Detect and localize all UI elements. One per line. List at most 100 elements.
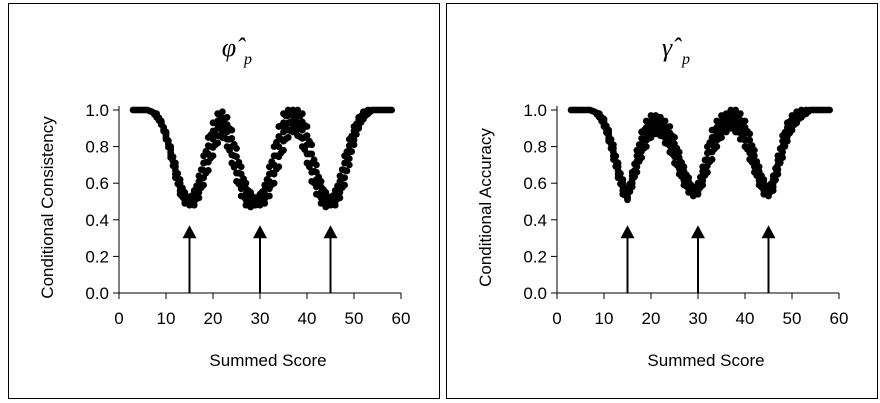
data-point bbox=[270, 179, 278, 187]
data-point bbox=[617, 170, 624, 177]
x-tick-label: 60 bbox=[830, 309, 849, 328]
data-point bbox=[746, 130, 754, 138]
data-point bbox=[223, 113, 231, 121]
x-tick-label: 30 bbox=[251, 309, 270, 328]
data-point bbox=[605, 126, 613, 134]
x-tick-label: 40 bbox=[298, 309, 317, 328]
y-tick-label: 0.4 bbox=[523, 211, 547, 230]
data-point bbox=[661, 117, 669, 125]
data-point bbox=[280, 146, 287, 154]
data-point bbox=[219, 108, 226, 116]
data-point bbox=[308, 150, 316, 158]
data-point bbox=[174, 170, 182, 177]
data-point bbox=[209, 135, 217, 143]
data-point bbox=[675, 148, 683, 156]
data-point bbox=[233, 145, 240, 152]
data-point bbox=[685, 174, 692, 182]
data-point bbox=[633, 168, 641, 176]
x-axis-label: Summed Score bbox=[209, 351, 326, 370]
data-point bbox=[753, 158, 761, 165]
chart-panel-consistency: φ̂ p 0.0 0.2 0.4 0.6 0.8 1.0 0 10 20 30 40 50 60 Summed… bbox=[8, 3, 440, 399]
data-point bbox=[169, 153, 177, 161]
data-point bbox=[718, 134, 725, 141]
y-tick-label: 1.0 bbox=[523, 101, 547, 120]
data-point bbox=[310, 156, 318, 164]
chart-panel-accuracy: γ̂ p 0.0 0.2 0.4 0.6 0.8 1.0 0 10 20 30 40 50 60 Summed… bbox=[446, 3, 878, 399]
data-point bbox=[162, 128, 170, 136]
data-point bbox=[772, 176, 779, 184]
data-point bbox=[751, 146, 758, 154]
data-point bbox=[607, 135, 615, 143]
chart-title-subscript: p bbox=[243, 51, 252, 68]
data-point bbox=[638, 154, 645, 161]
data-point bbox=[275, 163, 283, 171]
arrow-head bbox=[253, 225, 267, 239]
y-tick-label: 1.0 bbox=[85, 101, 109, 120]
data-point bbox=[172, 159, 179, 167]
data-point bbox=[704, 168, 711, 176]
data-point bbox=[741, 117, 749, 125]
data-point bbox=[779, 148, 786, 156]
y-tick-label: 0.6 bbox=[523, 174, 547, 193]
data-point bbox=[242, 179, 250, 187]
y-tick-label: 0.6 bbox=[85, 174, 109, 193]
arrow-head bbox=[620, 225, 635, 239]
data-point bbox=[781, 142, 789, 150]
data-point bbox=[266, 192, 273, 200]
y-tick-label: 0.4 bbox=[85, 211, 109, 230]
accuracy-chart: γ̂ p 0.0 0.2 0.4 0.6 0.8 1.0 0 10 20 30 40 50 60 Summed… bbox=[476, 33, 849, 370]
y-tick-label: 0.8 bbox=[85, 138, 109, 157]
data-point bbox=[237, 163, 245, 171]
data-point bbox=[275, 143, 283, 151]
x-tick-label: 40 bbox=[736, 309, 755, 328]
y-tick-label: 0.2 bbox=[85, 247, 109, 266]
data-point bbox=[736, 110, 744, 118]
data-point bbox=[755, 163, 763, 171]
chart-title: γ̂ bbox=[662, 33, 682, 62]
data-point bbox=[751, 152, 758, 160]
data-point bbox=[642, 143, 650, 151]
data-point bbox=[228, 134, 236, 142]
y-axis-label: Conditional Accuracy bbox=[476, 128, 495, 287]
arrow-head bbox=[182, 225, 197, 239]
data-point bbox=[209, 152, 217, 160]
data-point bbox=[671, 134, 678, 141]
data-point bbox=[204, 166, 212, 174]
x-tick-label: 10 bbox=[157, 309, 176, 328]
data-point bbox=[176, 176, 184, 183]
data-point bbox=[619, 176, 627, 183]
data-point bbox=[345, 155, 353, 162]
data-point bbox=[298, 110, 306, 118]
x-tick-label: 30 bbox=[689, 309, 708, 328]
data-point bbox=[164, 137, 172, 145]
data-point bbox=[348, 148, 356, 155]
y-tick-label: 0.0 bbox=[85, 284, 109, 303]
data-point bbox=[200, 181, 208, 189]
chart-title: φ̂ bbox=[222, 33, 246, 62]
arrow-head bbox=[761, 225, 776, 239]
data-point bbox=[776, 159, 784, 167]
x-tick-label: 20 bbox=[642, 309, 661, 328]
x-tick-label: 0 bbox=[552, 309, 561, 328]
data-point bbox=[313, 161, 320, 169]
data-point bbox=[233, 153, 240, 161]
x-tick-label: 50 bbox=[345, 309, 364, 328]
data-point bbox=[610, 141, 617, 149]
data-point bbox=[294, 106, 301, 114]
x-tick-label: 20 bbox=[204, 309, 223, 328]
arrow-head bbox=[323, 225, 338, 239]
data-point bbox=[612, 152, 620, 160]
chart-title-subscript: p bbox=[681, 51, 690, 68]
data-point bbox=[713, 143, 721, 151]
arrow-head bbox=[691, 225, 705, 239]
data-point bbox=[746, 136, 754, 144]
data-point bbox=[195, 194, 203, 202]
y-axis-label: Conditional Consistency bbox=[38, 116, 57, 299]
data-point bbox=[826, 106, 833, 114]
data-point bbox=[228, 126, 236, 134]
y-tick-label: 0.0 bbox=[523, 284, 547, 303]
data-point bbox=[352, 130, 360, 138]
data-point bbox=[666, 123, 674, 130]
data-point bbox=[303, 123, 311, 130]
x-tick-label: 50 bbox=[783, 309, 802, 328]
